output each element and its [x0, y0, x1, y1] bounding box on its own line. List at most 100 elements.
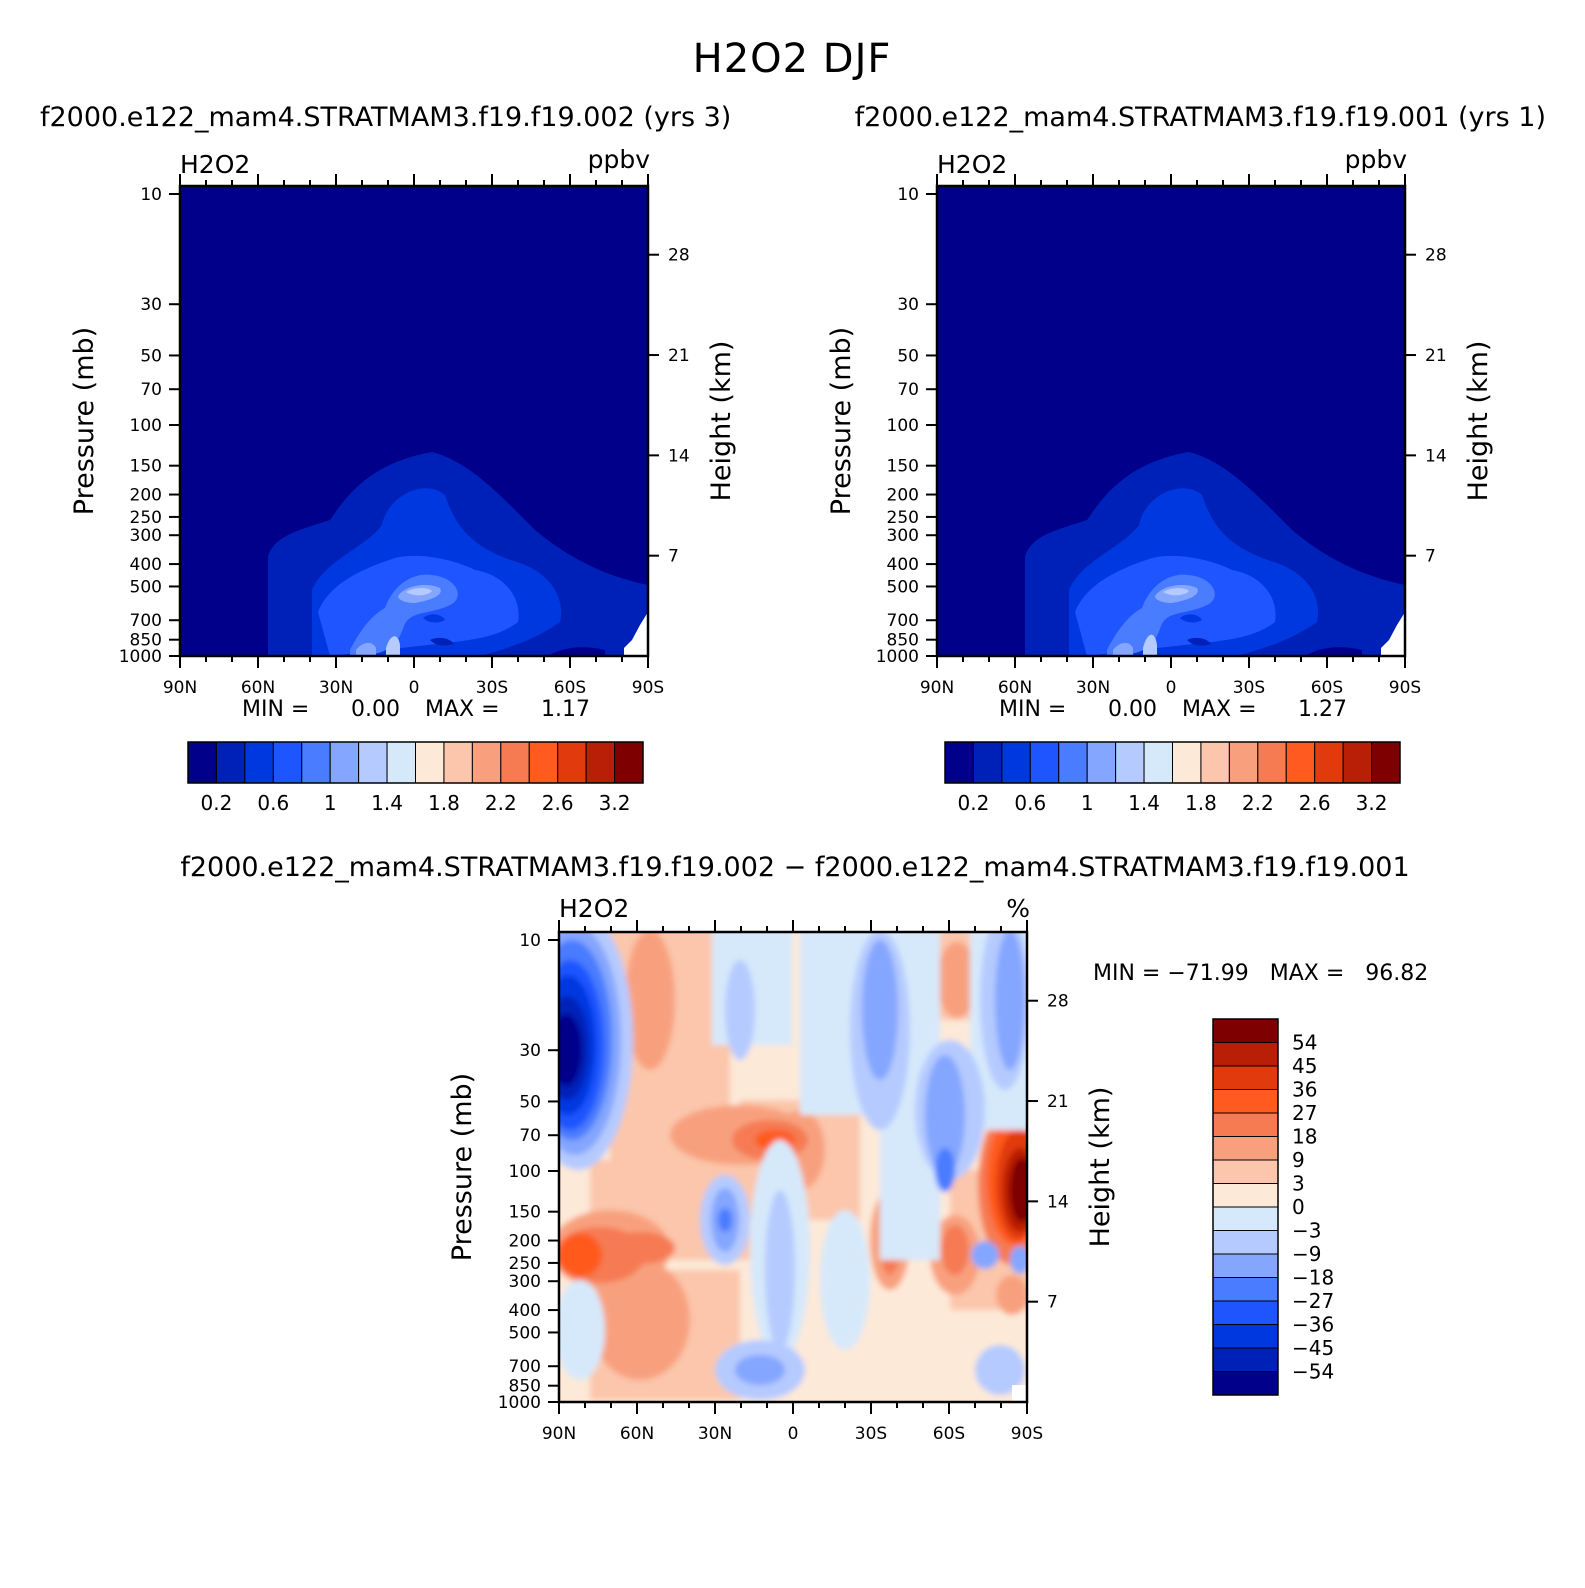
colorbar-box [1212, 1089, 1279, 1114]
x-tick-label: 90S [1389, 678, 1421, 698]
colorbar-label: 9 [1292, 1148, 1305, 1172]
colorbar-label: 45 [1292, 1054, 1317, 1078]
colorbar-box [272, 741, 303, 784]
panel1-colorbar: 0.2 0.6 1 1.4 1.8 2.2 2.6 3.2 [187, 741, 644, 815]
colorbar-box [614, 741, 644, 784]
y-tick-label: 1000 [119, 647, 162, 667]
colorbar-box [1212, 1230, 1279, 1255]
x-tick-label: 30S [476, 678, 508, 698]
colorbar-label: 1.4 [1128, 791, 1160, 815]
panel2-min-label: MIN = [999, 697, 1066, 722]
y-tick-label: 850 [887, 631, 919, 651]
colorbar-box [471, 741, 502, 784]
y2-tick-label: 7 [1425, 547, 1436, 567]
colorbar-label: 1.8 [1185, 791, 1217, 815]
x-tick-label: 30N [319, 678, 353, 698]
colorbar-box [1172, 741, 1202, 784]
colorbar-label: −9 [1292, 1242, 1321, 1266]
colorbar-label: −27 [1292, 1289, 1334, 1313]
colorbar-box [1212, 1347, 1279, 1372]
x-tick-label: 0 [1166, 678, 1177, 698]
figure-title: H2O2 DJF [693, 36, 892, 82]
panel3-units: % [1006, 894, 1030, 923]
y-tick-label: 500 [887, 577, 919, 597]
colorbar-box [585, 741, 616, 784]
colorbar-box [1212, 1159, 1279, 1184]
x-tick-label: 90N [920, 678, 954, 698]
y-tick-label: 150 [887, 457, 919, 477]
colorbar-label: 2.2 [1242, 791, 1274, 815]
panel2-units: ppbv [1345, 145, 1408, 174]
y2-tick-label: 14 [1047, 1192, 1069, 1212]
colorbar-box [557, 741, 587, 784]
colorbar-label: 1 [324, 791, 337, 815]
x-tick-label: 60N [620, 1424, 654, 1444]
y-tick-label: 700 [509, 1357, 541, 1377]
colorbar-label: 1 [1081, 791, 1094, 815]
y-tick-label: 30 [897, 295, 919, 315]
y-tick-label: 150 [130, 457, 162, 477]
panel1-min-label: MIN = [242, 697, 309, 722]
colorbar-box [1212, 1300, 1279, 1325]
panel2-max-value: 1.27 [1298, 697, 1347, 722]
colorbar-box [1001, 741, 1031, 784]
colorbar-label: 0.2 [958, 791, 990, 815]
colorbar-box [215, 741, 246, 784]
colorbar-box [187, 741, 217, 784]
panel3-ylabel: Pressure (mb) [447, 1073, 478, 1261]
colorbar-label: −54 [1292, 1360, 1334, 1384]
x-tick-label: 30N [698, 1424, 732, 1444]
y-tick-label: 850 [130, 631, 162, 651]
y-tick-label: 100 [887, 416, 919, 436]
y-tick-label: 150 [509, 1203, 541, 1223]
colorbar-label: 1.8 [428, 791, 460, 815]
panel2-plot: 90N 60N 30N 0 30S 60S 90S103050701001502002503… [826, 145, 1494, 815]
y-tick-label: 30 [140, 295, 162, 315]
colorbar-box [972, 741, 1003, 784]
y-tick-label: 30 [519, 1041, 541, 1061]
x-tick-label: 60N [998, 678, 1032, 698]
colorbar-box [1371, 741, 1401, 784]
x-tick-label: 90S [632, 678, 664, 698]
colorbar-box [443, 741, 473, 784]
x-tick-label: 90N [163, 678, 197, 698]
colorbar-label: 1.4 [371, 791, 403, 815]
colorbar-label: −3 [1292, 1219, 1321, 1243]
y-tick-label: 50 [140, 346, 162, 366]
colorbar-box [1200, 741, 1230, 784]
panel1-min-value: 0.00 [351, 697, 400, 722]
colorbar-box [415, 741, 445, 784]
colorbar-label: 27 [1292, 1101, 1317, 1125]
colorbar-box [244, 741, 274, 784]
panel3-subtitle: f2000.e122_mam4.STRATMAM3.f19.f19.002 − … [180, 852, 1409, 883]
y2-tick-label: 28 [1047, 992, 1069, 1012]
panel1-ylabel: Pressure (mb) [69, 327, 100, 515]
colorbar-label: 0.2 [201, 791, 233, 815]
x-tick-label: 60S [1311, 678, 1343, 698]
colorbar-label: 3.2 [599, 791, 631, 815]
panel2-subtitle: f2000.e122_mam4.STRATMAM3.f19.f19.001 (y… [855, 102, 1546, 133]
y-tick-label: 700 [887, 611, 919, 631]
colorbar-box [1212, 1065, 1279, 1090]
colorbar-box [1212, 1253, 1279, 1278]
panel1-y2label: Height (km) [706, 341, 737, 502]
colorbar-box [1212, 1371, 1279, 1396]
colorbar-label: 2.2 [485, 791, 517, 815]
y-tick-label: 200 [130, 486, 162, 506]
colorbar-label: 0.6 [1014, 791, 1046, 815]
colorbar-label: 54 [1292, 1031, 1317, 1055]
x-tick-label: 0 [788, 1424, 799, 1444]
panel1-axes: 90N 60N 30N 0 30S 60S 90S 10 30 50 70 100 150 2002503… [119, 174, 690, 698]
y-tick-label: 10 [519, 931, 541, 951]
y-tick-label: 50 [897, 346, 919, 366]
y2-tick-label: 14 [668, 446, 690, 466]
colorbar-box [1212, 1324, 1279, 1349]
y-tick-label: 70 [519, 1126, 541, 1146]
x-tick-label: 30S [1233, 678, 1265, 698]
panel1-max-value: 1.17 [541, 697, 590, 722]
y2-tick-label: 28 [1425, 246, 1447, 266]
panel3-plot: 90N 60N 30N 0 30S 60S 90S103050701001502002503… [447, 894, 1428, 1444]
y-tick-label: 700 [130, 611, 162, 631]
